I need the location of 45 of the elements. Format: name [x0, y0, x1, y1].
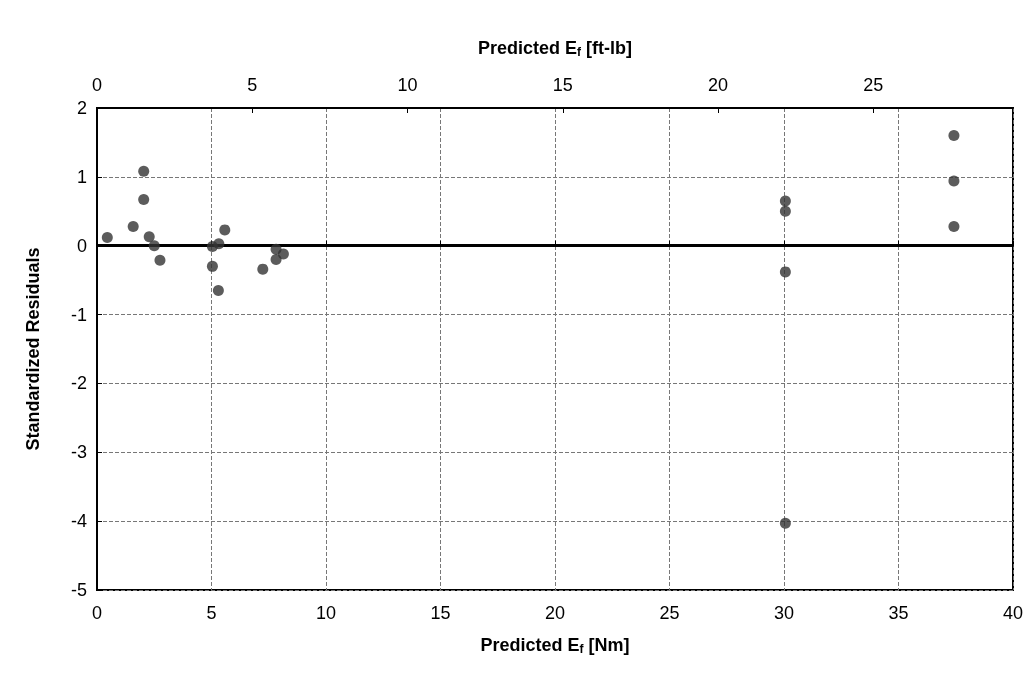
point: [779, 266, 791, 278]
y-tick-label: -4: [70, 511, 87, 532]
point: [779, 195, 791, 207]
y-tick-label: 1: [76, 166, 87, 187]
point: [154, 254, 166, 266]
point: [213, 238, 225, 250]
y-tick-label: -5: [70, 580, 87, 600]
point: [277, 248, 289, 260]
x-tick-label: 20: [544, 603, 566, 623]
x-tick-label: 10: [315, 603, 337, 623]
point: [138, 165, 150, 177]
x2-tick-label: 10: [397, 75, 418, 95]
y-tick-label: -2: [70, 373, 87, 394]
x-tick-label: 35: [888, 603, 909, 623]
point: [948, 130, 960, 142]
point: [206, 260, 218, 272]
x-tick-label: 40: [1002, 603, 1024, 623]
point: [779, 205, 791, 217]
y-tick-label: 2: [76, 98, 87, 118]
x-tick-label: 0: [91, 603, 103, 623]
x2-tick-label: 25: [863, 75, 884, 95]
point: [212, 284, 224, 296]
x2-tick-label: 5: [247, 75, 258, 95]
y-axis-title: Standardized Residuals: [23, 247, 43, 451]
point: [948, 175, 960, 187]
point: [257, 263, 269, 275]
point: [948, 220, 960, 232]
y-tick-label: -3: [70, 442, 87, 463]
point: [219, 224, 231, 236]
x2-tick-label: 20: [708, 75, 729, 95]
point: [148, 240, 160, 252]
x-tick-label: 15: [430, 603, 451, 623]
y-tick-label: -1: [70, 304, 87, 325]
point: [779, 517, 791, 529]
point: [101, 231, 113, 243]
point: [127, 220, 139, 232]
x-tick-label: 25: [659, 603, 680, 623]
x2-tick-label: 15: [552, 75, 573, 95]
point: [270, 253, 282, 265]
x-tick-label: 30: [773, 603, 795, 623]
point: [138, 194, 150, 206]
x2-tick-label: 0: [91, 75, 103, 95]
point: [143, 231, 155, 243]
y-tick-label: 0: [76, 235, 87, 256]
x-tick-label: 5: [206, 603, 217, 623]
